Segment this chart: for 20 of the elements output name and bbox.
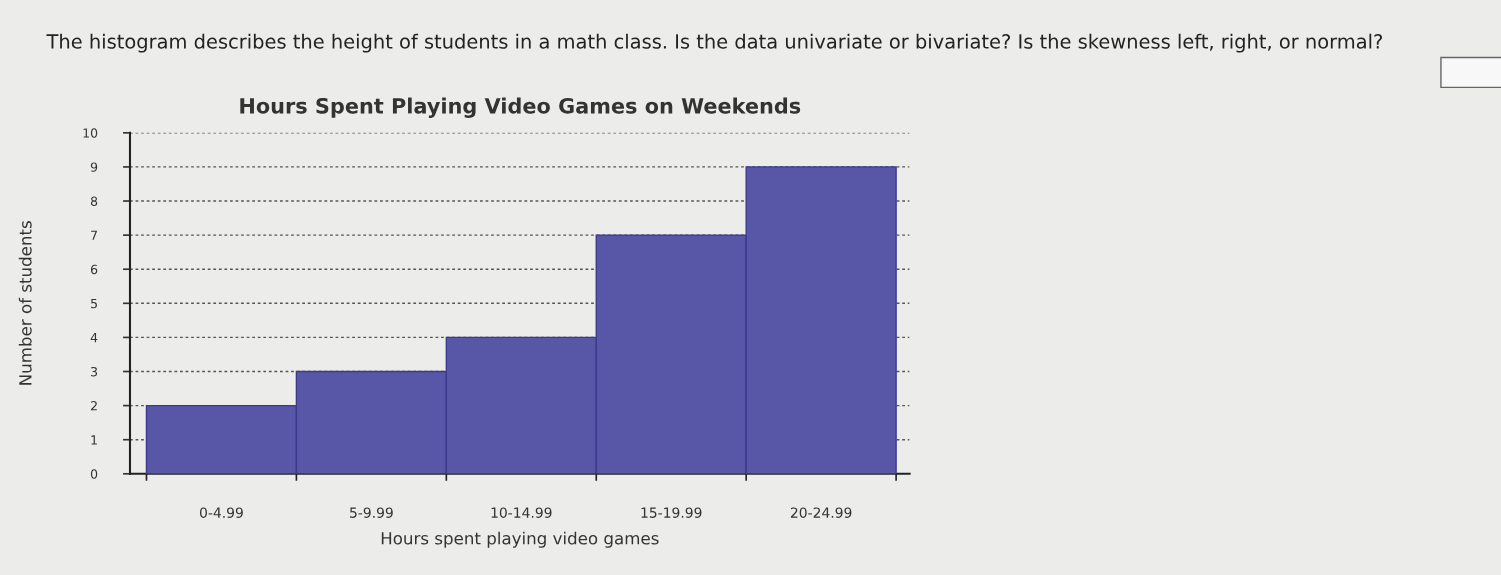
y-tick-label: 6 [90, 264, 98, 275]
y-tick-label: 9 [90, 162, 98, 172]
y-tick-label: 0 [90, 469, 98, 479]
x-tick-label: 0-4.99 [199, 507, 243, 518]
y-tick-label: 10 [83, 128, 98, 138]
x-tick-label: 15-19.99 [641, 507, 702, 518]
text: The histogram describes the height of students in a math class. Is the data univariate or bivariate? Is the skewness left, right, or normal? [46, 33, 1382, 53]
x-tick-label: 20-24.99 [790, 507, 852, 518]
x-axis-title: Hours spent playing video games [381, 531, 659, 548]
y-tick-label: 5 [91, 298, 97, 309]
y-tick-label: 1 [91, 435, 97, 445]
chart-title: Hours Spent Playing Video Games on Weekends [240, 97, 801, 118]
x-tick-label: 10-14.99 [491, 507, 552, 518]
y-tick-label: 7 [91, 230, 97, 240]
y-tick-label: 3 [91, 366, 98, 377]
y-tick-label: 2 [91, 401, 97, 411]
y-tick-label: 4 [90, 333, 98, 343]
y-axis-title: Number of students [18, 221, 32, 385]
x-tick-label: 5-9.99 [350, 507, 393, 518]
y-tick-label: 8 [90, 196, 98, 206]
